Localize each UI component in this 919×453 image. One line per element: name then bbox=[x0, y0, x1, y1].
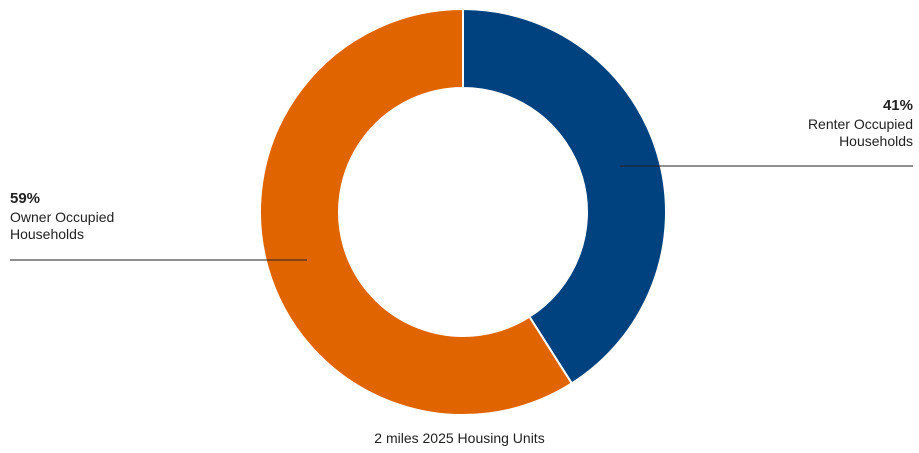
category-label: Owner Occupied Households bbox=[10, 209, 115, 242]
value-label: 41% bbox=[882, 97, 913, 114]
chart-title: 2 miles 2025 Housing Units bbox=[374, 430, 545, 446]
category-label: Renter Occupied Households bbox=[807, 116, 913, 149]
value-label: 59% bbox=[10, 190, 41, 207]
donut-segment bbox=[259, 7, 574, 416]
donut-segment bbox=[462, 7, 667, 385]
